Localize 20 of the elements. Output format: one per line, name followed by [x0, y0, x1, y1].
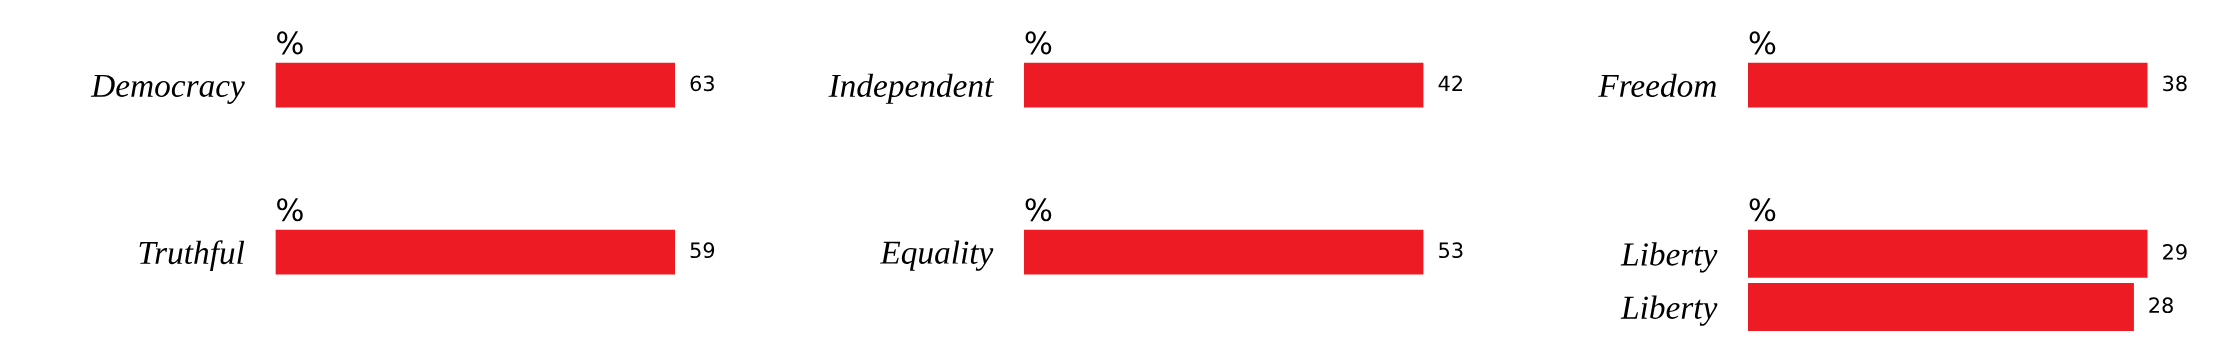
chart-title: %	[1749, 198, 1776, 222]
y-tick-label: Democracy	[90, 74, 245, 104]
text: %	[277, 198, 303, 222]
text: %	[277, 31, 303, 55]
data-label: 28	[2149, 297, 2173, 314]
y-tick-label: Equality	[880, 240, 994, 271]
text: %	[1749, 31, 1776, 55]
data-label: 29	[2163, 244, 2187, 260]
data-label: 42	[1438, 75, 1462, 91]
text: %	[1025, 198, 1052, 222]
text: %	[1025, 31, 1052, 55]
data-label: 38	[2163, 75, 2187, 92]
data-label: 59	[690, 242, 715, 259]
y-tick-label: Independent	[828, 73, 994, 104]
data-label: 63	[690, 75, 714, 92]
y-tick-label: Liberty	[1620, 242, 1718, 273]
y-tick-label: Freedom	[1598, 73, 1716, 98]
y-tick-label: Truthful	[139, 240, 245, 271]
y-tick-label: Liberty	[1620, 295, 1718, 326]
data-label: 53	[1439, 242, 1463, 259]
